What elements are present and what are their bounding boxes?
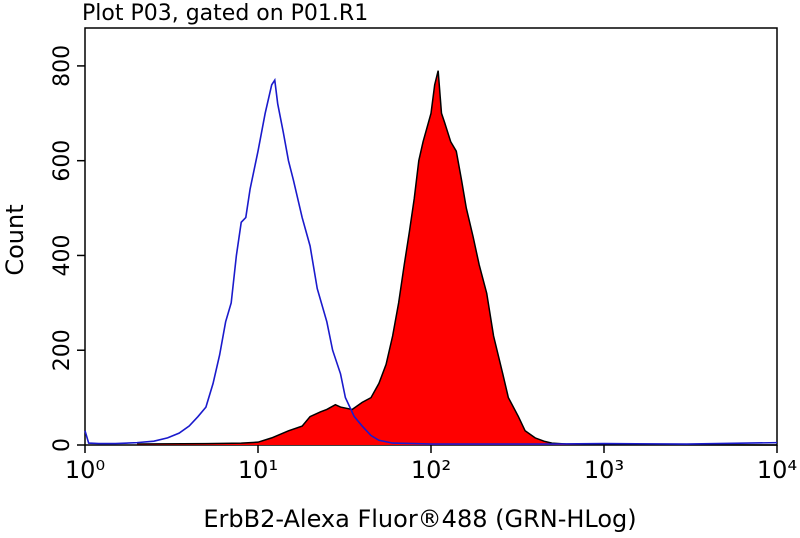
series-area: [137, 70, 777, 446]
y-axis-label: Count: [1, 204, 29, 275]
x-tick-label: 10⁰: [65, 456, 105, 484]
series-outline: [137, 70, 778, 446]
y-tick-label: 600: [50, 140, 75, 182]
x-axis-label: ErbB2-Alexa Fluor®488 (GRN-HLog): [203, 505, 636, 533]
y-tick-label: 800: [50, 45, 75, 87]
y-tick-label: 400: [50, 234, 75, 276]
x-tick-label: 10³: [584, 456, 624, 484]
series-line: [84, 77, 778, 445]
y-tick-label: 200: [50, 329, 75, 371]
chart-title: Plot P03, gated on P01.R1: [82, 1, 368, 26]
x-tick-label: 10²: [411, 456, 451, 484]
x-tick-label: 10¹: [238, 456, 278, 484]
x-tick-label: 10⁴: [757, 456, 797, 484]
y-tick-label: 0: [50, 438, 75, 452]
